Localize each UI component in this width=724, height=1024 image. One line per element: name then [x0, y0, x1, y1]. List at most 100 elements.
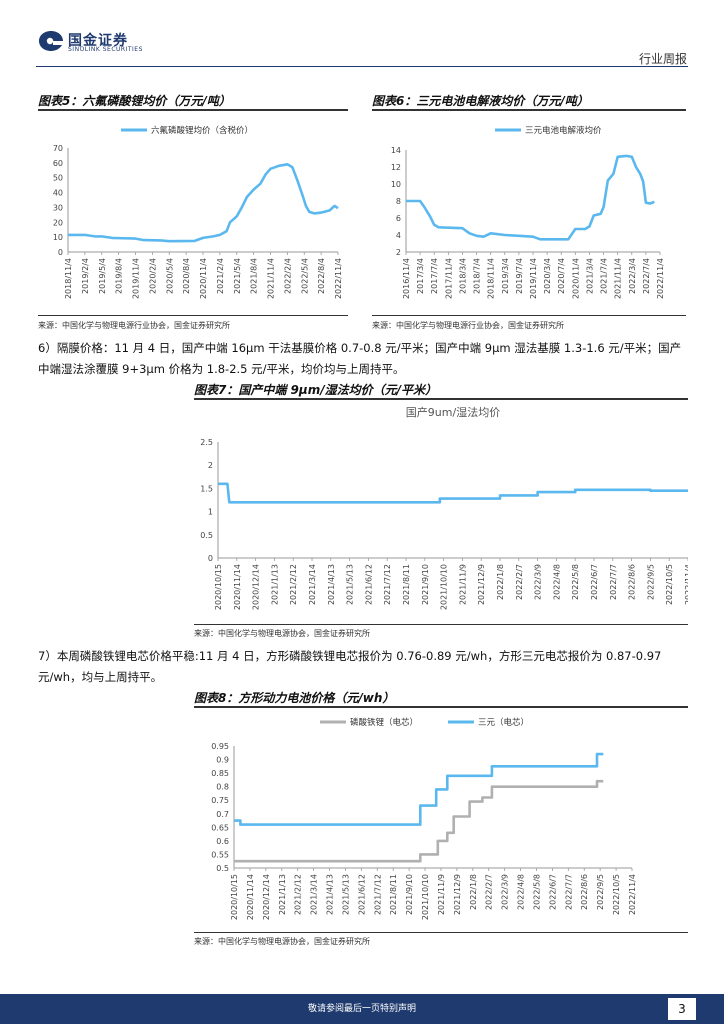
- fig6-title: 图表6：三元电池电解液均价（万元/吨）: [372, 94, 589, 108]
- fig8-x-tick-label: 2021/4/13: [326, 874, 335, 915]
- fig7-source: 来源：中国化学与物理电源协会，国金证券研究所: [194, 629, 370, 638]
- fig7-x-tick-label: 2022/11/4: [684, 564, 688, 605]
- fig6-y-tick-label: 2: [396, 248, 401, 257]
- fig7-y-tick-label: 1: [208, 508, 213, 517]
- fig6-source: 来源：中国化学与物理电源行业协会，国金证券研究所: [372, 321, 564, 330]
- fig6-y-tick-label: 6: [396, 214, 401, 223]
- page-number: 3: [668, 998, 696, 1020]
- fig5-y-tick-label: 20: [53, 218, 63, 227]
- fig7-chart-title: 国产9um/湿法均价: [406, 405, 500, 419]
- fig7-x-tick-label: 2021/6/12: [364, 564, 373, 605]
- fig8-x-tick-label: 2022/5/8: [532, 874, 541, 910]
- fig7-x-tick-label: 2022/2/7: [515, 564, 524, 600]
- fig5-y-tick-label: 30: [53, 203, 63, 212]
- fig6-x-tick-label: 2020/11/4: [571, 258, 580, 299]
- fig5-legend-label: 六氟磷酸锂均价（含税价）: [151, 125, 253, 136]
- fig8-x-tick-label: 2022/4/8: [517, 874, 526, 910]
- fig5-x-tick-label: 2019/8/4: [115, 258, 124, 294]
- fig5-y-tick-label: 10: [53, 233, 63, 242]
- fig8-y-tick-label: 0.55: [211, 850, 229, 859]
- fig8-x-tick-label: 2021/2/12: [294, 874, 303, 915]
- header-divider: [36, 66, 688, 67]
- fig6-x-tick-label: 2022/3/4: [628, 258, 637, 294]
- fig5-x-tick-label: 2019/11/4: [132, 258, 141, 299]
- fig6-x-tick-label: 2016/11/4: [402, 258, 411, 299]
- fig8-x-tick-label: 2022/10/5: [612, 874, 621, 915]
- fig8-y-tick-label: 0.6: [216, 837, 229, 846]
- fig7-x-tick-label: 2021/3/14: [308, 564, 317, 605]
- fig6-x-tick-label: 2017/7/4: [430, 258, 439, 294]
- fig6-legend-label: 三元电池电解液均价: [525, 125, 602, 136]
- logo-text-en: SINOLINK SECURITIES: [68, 46, 143, 53]
- fig7-x-tick-label: 2021/5/13: [346, 564, 355, 605]
- fig8-y-tick-label: 0.7: [216, 810, 229, 819]
- fig8-x-tick-label: 2021/3/14: [310, 874, 319, 915]
- fig8-x-tick-label: 2022/7/7: [564, 874, 573, 910]
- fig5-bottom-rule: [38, 315, 348, 316]
- fig7-x-tick-label: 2022/10/5: [665, 564, 674, 605]
- fig7-y-tick-label: 1.5: [200, 484, 213, 493]
- fig7-x-tick-label: 2022/9/5: [646, 564, 655, 600]
- fig8-y-tick-label: 0.9: [216, 756, 229, 765]
- fig7-x-tick-label: 2022/5/8: [571, 564, 580, 600]
- fig7-x-tick-label: 2022/6/7: [590, 564, 599, 600]
- fig6-x-tick-label: 2020/7/4: [557, 258, 566, 294]
- fig5-x-tick-label: 2021/2/4: [216, 258, 225, 294]
- fig7-x-tick-label: 2020/11/14: [233, 564, 242, 610]
- fig8-x-tick-label: 2021/9/10: [405, 874, 414, 915]
- fig6-x-tick-label: 2017/11/4: [444, 258, 453, 299]
- logo-text-cn: 国金证券: [68, 33, 128, 49]
- fig5-x-tick-label: 2020/5/4: [165, 258, 174, 294]
- fig8-x-tick-label: 2020/10/15: [230, 874, 239, 920]
- fig7-x-tick-label: 2021/11/9: [458, 564, 467, 605]
- fig6-x-tick-label: 2018/11/4: [487, 258, 496, 299]
- fig5-y-tick-label: 50: [53, 174, 63, 183]
- fig6-series-line-0: [406, 154, 655, 241]
- fig6-x-tick-label: 2019/11/4: [529, 258, 538, 299]
- fig5-y-tick-label: 60: [53, 159, 63, 168]
- fig7-x-tick-label: 2020/10/15: [214, 564, 223, 610]
- fig7-x-tick-label: 2022/4/8: [552, 564, 561, 600]
- fig8-y-tick-label: 0.75: [211, 796, 229, 805]
- fig8-x-tick-label: 2022/1/8: [469, 874, 478, 910]
- fig5-x-tick-label: 2022/2/4: [283, 258, 292, 294]
- fig8-x-tick-label: 2021/6/12: [357, 874, 366, 915]
- fig5-x-tick-label: 2021/11/4: [267, 258, 276, 299]
- fig8-title-rule: [194, 706, 688, 708]
- fig8-x-tick-label: 2021/8/11: [389, 874, 398, 915]
- fig8-y-tick-label: 0.85: [211, 769, 229, 778]
- fig8-x-tick-label: 2021/5/13: [341, 874, 350, 915]
- fig8-legend-label: 磷酸铁锂（电芯）: [350, 717, 418, 728]
- fig6-x-tick-label: 2022/11/4: [656, 258, 665, 299]
- fig6-bottom-rule: [372, 315, 686, 316]
- fig5-x-tick-label: 2020/2/4: [148, 258, 157, 294]
- fig5-x-tick-label: 2021/5/4: [233, 258, 242, 294]
- fig8-x-tick-label: 2022/8/6: [580, 874, 589, 910]
- fig8-x-tick-label: 2021/11/9: [437, 874, 446, 915]
- fig7-y-tick-label: 0.5: [200, 531, 213, 540]
- fig8-y-tick-label: 0.5: [216, 864, 229, 873]
- fig6-x-tick-label: 2021/11/4: [614, 258, 623, 299]
- fig7-y-tick-label: 2.5: [200, 438, 213, 447]
- fig5-x-tick-label: 2022/8/4: [317, 258, 326, 294]
- fig7-series-line-0: [218, 482, 688, 504]
- fig7-bottom-rule: [194, 624, 688, 625]
- fig5-x-tick-label: 2019/2/4: [81, 258, 90, 294]
- report-type-label: 行业周报: [638, 52, 687, 66]
- fig7-x-tick-label: 2021/2/12: [289, 564, 298, 605]
- fig6-x-tick-label: 2019/3/4: [501, 258, 510, 294]
- fig7-title: 图表7：国产中端 9μm/湿法均价（元/平米）: [194, 383, 437, 397]
- fig8-x-tick-label: 2022/2/7: [485, 874, 494, 910]
- cell-price-paragraph: 7）本周磷酸铁锂电芯价格平稳:11 月 4 日，方形磷酸铁锂电芯报价为 0.76…: [38, 649, 662, 684]
- fig8-y-tick-label: 0.65: [211, 823, 229, 832]
- fig6-chart: 2 4 6 8 10 12 14 2016/11/4 2017/3/4 2017/7/4 2017/…: [391, 125, 665, 299]
- fig6-y-tick-label: 8: [396, 197, 401, 206]
- fig7-x-tick-label: 2022/7/7: [609, 564, 618, 600]
- fig7-chart: 0 0.5 1 1.5 2 2.5 2020/10/15 2020/11/14 2020/12/…: [200, 405, 688, 610]
- fig5-x-tick-label: 2020/8/4: [182, 258, 191, 294]
- fig7-x-tick-label: 2021/8/11: [402, 564, 411, 605]
- fig7-x-tick-label: 2021/4/13: [327, 564, 336, 605]
- fig6-x-tick-label: 2018/7/4: [473, 258, 482, 294]
- fig8-x-tick-label: 2020/11/14: [246, 874, 255, 920]
- separator-price-paragraph: 6）隔膜价格：11 月 4 日，国产中端 16μm 干法基膜价格 0.7-0.8…: [38, 341, 682, 376]
